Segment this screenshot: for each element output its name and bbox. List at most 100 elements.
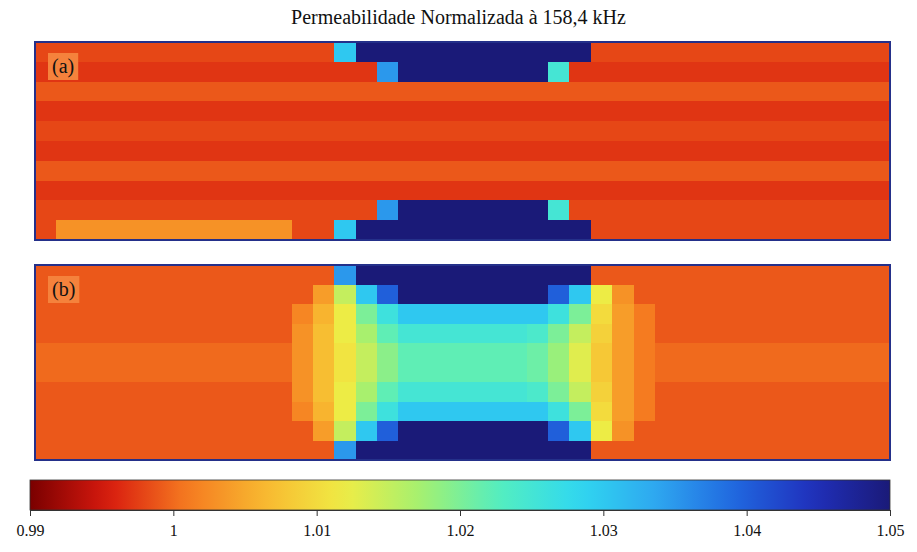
heatmap-cell [163,265,185,285]
heatmap-cell [740,363,762,383]
heatmap-cell [356,82,378,102]
heatmap-cell [826,220,848,240]
heatmap-cell [826,200,848,220]
heatmap-cell [591,363,613,383]
heatmap-cell [698,265,720,285]
heatmap-cell [548,42,570,62]
heatmap-cell [869,363,890,383]
heatmap-cell [869,421,890,441]
heatmap-cell [35,101,57,121]
heatmap-cell [591,382,613,402]
heatmap-cell [569,441,591,461]
heatmap-cell [249,363,271,383]
heatmap-cell [783,42,805,62]
heatmap-cell [762,363,784,383]
heatmap-cell [484,363,506,383]
heatmap-cell [826,62,848,82]
heatmap-cell [121,402,143,422]
heatmap-cell [591,324,613,344]
heatmap-cell [676,42,698,62]
heatmap-cell [398,343,420,363]
heatmap-cell [441,304,463,324]
heatmap-cell [227,141,249,161]
heatmap-cell [676,382,698,402]
heatmap-cell [441,121,463,141]
heatmap-cell [249,285,271,305]
heatmap-cell [292,402,314,422]
heatmap-cell [698,304,720,324]
heatmap-cell [249,101,271,121]
heatmap-cell [548,324,570,344]
heatmap-cell [377,220,399,240]
heatmap-cell [356,121,378,141]
heatmap-cell [420,382,442,402]
tick-label: 1.02 [447,522,475,539]
heatmap-cell [420,200,442,220]
heatmap-cell [762,62,784,82]
heatmap-cell [78,402,100,422]
heatmap-cell [398,324,420,344]
heatmap-cell [206,363,228,383]
heatmap-cell [356,42,378,62]
heatmap-cell [463,285,485,305]
heatmap-cell [569,421,591,441]
heatmap-cell [463,62,485,82]
heatmap-cell [56,402,78,422]
heatmap-cell [35,441,57,461]
heatmap-cell [527,324,549,344]
heatmap-cell [185,265,207,285]
heatmap-cell [249,82,271,102]
heatmap-cell [569,42,591,62]
heatmap-cell [869,181,890,201]
heatmap-cell [805,200,827,220]
heatmap-cell [548,181,570,201]
heatmap-cell [847,121,869,141]
heatmap-cell [463,141,485,161]
heatmap-cell [35,363,57,383]
heatmap-cell [634,421,656,441]
heatmap-cell [698,101,720,121]
heatmap-cell [762,421,784,441]
heatmap-cell [441,285,463,305]
heatmap-cell [420,285,442,305]
heatmap-cell [334,121,356,141]
heatmap-cell [740,200,762,220]
heatmap-cell [847,265,869,285]
heatmap-cell [121,62,143,82]
heatmap-cell [99,82,121,102]
heatmap-cell [719,200,741,220]
heatmap-cell [847,82,869,102]
heatmap-cell [591,402,613,422]
tick: 1.01 [303,510,331,539]
heatmap-cell [698,181,720,201]
heatmap-cell [270,265,292,285]
heatmap-cell [463,441,485,461]
heatmap-cell [142,121,164,141]
tick-mark [317,510,318,516]
heatmap-cell [847,402,869,422]
heatmap-cell [35,304,57,324]
heatmap-cell [548,101,570,121]
heatmap-cell [847,141,869,161]
heatmap-cell [783,304,805,324]
chart: Permeabilidade Normalizada à 158,4 kHz(a… [0,0,917,552]
heatmap-cell [527,421,549,441]
heatmap-cell [334,324,356,344]
heatmap-cell [783,121,805,141]
heatmap-cell [35,181,57,201]
heatmap-cell [783,402,805,422]
heatmap-cell [227,62,249,82]
heatmap-cell [847,62,869,82]
heatmap-cell [527,161,549,181]
heatmap-cell [398,181,420,201]
heatmap-cell [869,101,890,121]
heatmap-cell [356,200,378,220]
heatmap-cell [420,82,442,102]
heatmap-cell [548,265,570,285]
heatmap-cell [56,363,78,383]
heatmap-cell [78,382,100,402]
heatmap-cell [676,121,698,141]
heatmap-cell [292,141,314,161]
heatmap-cell [99,421,121,441]
tick-mark [890,510,891,516]
